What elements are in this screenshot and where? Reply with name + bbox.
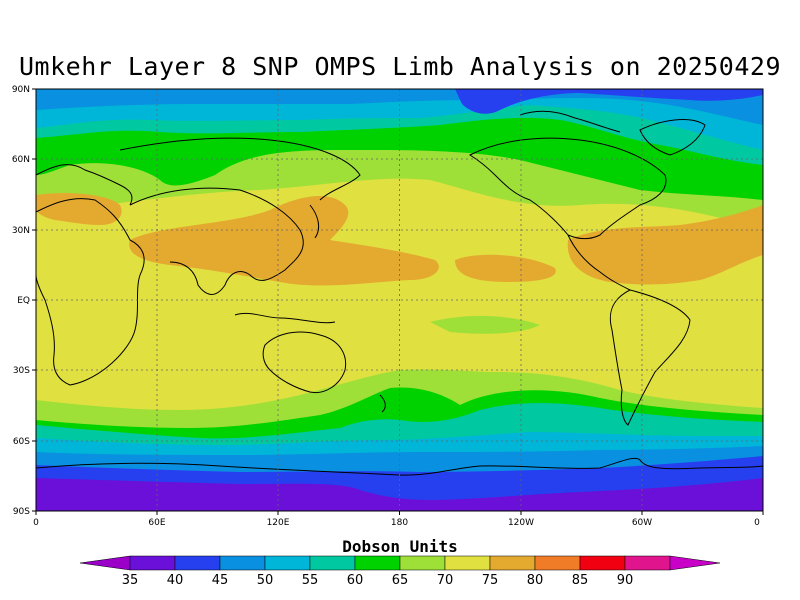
y-tick-label: 90S [13, 507, 30, 517]
y-tick-labels: 90N 60N 30N EQ 30S 60S 90S [12, 85, 30, 517]
x-tick-label: 60E [148, 518, 165, 528]
colorbar-label: 65 [392, 573, 409, 588]
x-tick-label: 0 [33, 518, 39, 528]
colorbar-swatch [174, 555, 221, 571]
colorbar-label: 70 [437, 573, 454, 588]
field-nh-75-80-asia [129, 195, 439, 286]
colorbar-swatch [489, 555, 536, 571]
coast-australia [262, 331, 347, 394]
colorbar-swatch [354, 555, 401, 571]
coast-greenland [639, 119, 706, 156]
colorbar-swatch [219, 555, 266, 571]
y-tick-label: 60N [12, 155, 30, 165]
colorbar-swatch [579, 555, 626, 571]
colorbar-title: Dobson Units [342, 537, 458, 556]
coast-antarctica [36, 457, 763, 476]
colorbar-label: 55 [302, 573, 319, 588]
colorbar-label: 75 [482, 573, 499, 588]
colorbar-label: 90 [617, 573, 634, 588]
colorbar-swatch [129, 555, 176, 571]
coast-japan [309, 204, 320, 239]
field-s-35-40 [36, 478, 763, 511]
field-n-50-55 [36, 89, 763, 150]
coast-arctic-islands [519, 110, 621, 133]
colorbar-swatch [624, 555, 671, 571]
colorbar-label: 40 [167, 573, 184, 588]
y-tick-marks [32, 88, 36, 512]
coast-new-zealand [379, 394, 386, 413]
colorbar-label: 50 [257, 573, 274, 588]
colorbar-label: 45 [212, 573, 229, 588]
x-tick-label: 180 [391, 518, 408, 528]
coast-africa-europe [36, 198, 145, 386]
x-tick-label: 120E [267, 518, 290, 528]
colorbar-label: 85 [572, 573, 589, 588]
field-nh-75-80-west [36, 193, 122, 225]
coastlines [36, 110, 763, 476]
colorbar-label: 80 [527, 573, 544, 588]
colorbar-swatch [399, 555, 446, 571]
map-title: Umkehr Layer 8 SNP OMPS Limb Analysis on… [18, 52, 781, 81]
x-tick-label: 0 [754, 518, 760, 528]
y-tick-label: 90N [12, 85, 30, 95]
colorbar-label: 35 [122, 573, 139, 588]
y-tick-label: 30N [12, 226, 30, 236]
field-s-65-70-tropics [430, 315, 540, 334]
field-n-45-50 [36, 89, 763, 125]
x-tick-marks [35, 511, 764, 515]
x-tick-label: 120W [508, 518, 534, 528]
coast-south-america [609, 289, 691, 426]
colorbar-swatch [309, 555, 356, 571]
colorbar-label: 60 [347, 573, 364, 588]
colorbar-swatch [264, 555, 311, 571]
coast-asia [129, 187, 304, 295]
gridlines [36, 89, 763, 511]
field-nh-75-80-pacific [455, 254, 556, 282]
colorbar-swatch [534, 555, 581, 571]
colorbar-arrow-high [669, 555, 721, 571]
y-tick-label: 30S [13, 366, 30, 376]
coast-central-america [567, 234, 631, 291]
colorbar-swatch [444, 555, 491, 571]
x-tick-label: 60W [632, 518, 652, 528]
y-tick-label: EQ [17, 296, 30, 306]
colorbar: 35 40 45 50 55 60 65 70 75 80 85 90 [79, 555, 721, 588]
field-nh-75-80-atlantic [567, 205, 763, 285]
y-tick-label: 60S [13, 437, 30, 447]
coast-siberia [119, 137, 361, 201]
coast-north-america [468, 137, 667, 240]
x-tick-labels: 0 60E 120E 180 120W 60W 0 [33, 518, 760, 528]
coast-maritime [234, 312, 336, 324]
colorbar-arrow-low [79, 555, 131, 571]
coast-europe-north [36, 164, 133, 206]
field-n-40-45 [455, 89, 763, 114]
